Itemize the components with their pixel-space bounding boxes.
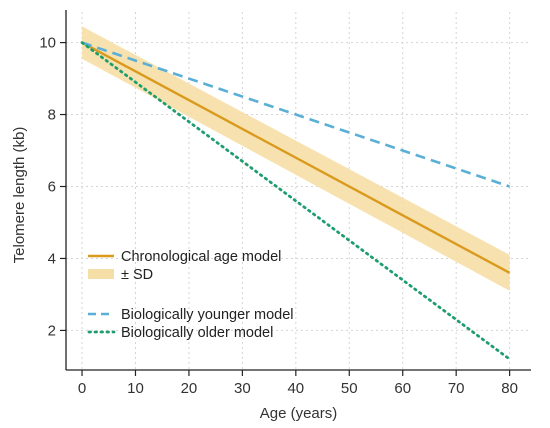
x-tick-label-30: 30 [234, 380, 251, 397]
x-tick-label-0: 0 [78, 380, 86, 397]
series-layer [80, 41, 512, 361]
x-tick-label-40: 40 [287, 380, 304, 397]
y-tick-label-6: 6 [48, 179, 56, 196]
legend-label-younger: Biologically younger model [121, 307, 294, 323]
series-line-chronological [81, 41, 511, 274]
legend-label-older: Biologically older model [121, 325, 273, 341]
x-axis-title: Age (years) [260, 405, 338, 422]
series-line-younger [81, 41, 511, 188]
y-axis-title: Telomere length (kb) [11, 127, 28, 264]
legend-label-chronological: Chronological age model [121, 249, 281, 265]
x-tick-label-60: 60 [394, 380, 411, 397]
axes [65, 10, 531, 371]
y-tick-label-8: 8 [48, 107, 56, 124]
legend: Chronological age model ± SD Biologicall… [87, 249, 294, 341]
tick-labels: 0 10 20 30 40 50 60 70 80 2 4 6 8 10 [39, 35, 518, 397]
series-line-older [80, 41, 512, 361]
x-tick-label-10: 10 [127, 380, 144, 397]
legend-swatch-sd [88, 269, 114, 279]
legend-label-sd: ± SD [121, 267, 153, 283]
x-tick-label-50: 50 [341, 380, 358, 397]
y-tick-label-10: 10 [39, 35, 56, 52]
x-tick-label-70: 70 [448, 380, 465, 397]
y-tick-label-2: 2 [48, 322, 56, 339]
y-tick-label-4: 4 [48, 250, 56, 267]
x-tick-label-20: 20 [181, 380, 198, 397]
x-tick-label-80: 80 [501, 380, 518, 397]
